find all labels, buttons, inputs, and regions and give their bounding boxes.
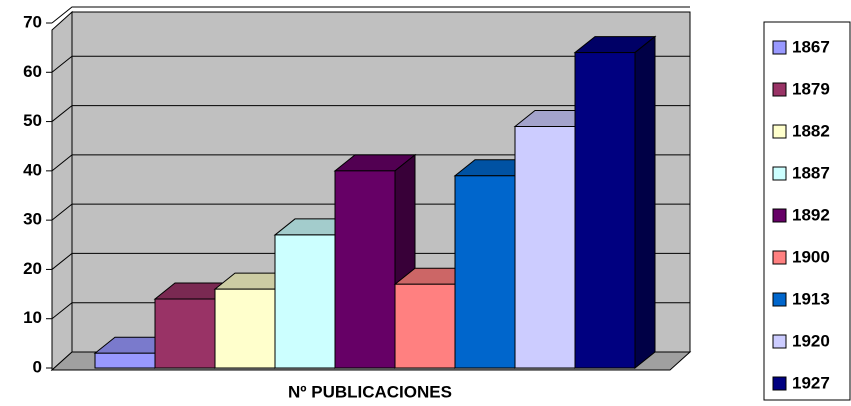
legend-swatch — [772, 208, 787, 223]
legend-swatch — [772, 166, 787, 181]
bar — [394, 283, 456, 369]
legend-label: 1892 — [792, 205, 830, 224]
legend-label: 1900 — [792, 247, 830, 266]
bar-side — [634, 35, 656, 370]
legend-swatch — [772, 292, 787, 307]
y-tick-label: 10 — [23, 308, 42, 327]
legend-swatch — [772, 250, 787, 265]
grid-line — [51, 105, 690, 122]
legend-swatch — [772, 376, 787, 391]
bar — [154, 298, 216, 369]
legend-label: 1879 — [792, 79, 830, 98]
y-tick-label: 50 — [23, 111, 42, 130]
y-tick-label: 30 — [23, 210, 42, 229]
bar — [214, 288, 276, 369]
legend-label: 1887 — [792, 163, 830, 182]
y-tick-label: 0 — [33, 357, 42, 376]
legend-swatch — [772, 82, 787, 97]
legend-swatch — [772, 40, 787, 55]
bar — [274, 234, 336, 369]
legend-label: 1882 — [792, 121, 830, 140]
bar — [94, 352, 156, 369]
grid-line — [51, 6, 690, 24]
y-tick-label: 60 — [23, 62, 42, 81]
bar — [334, 170, 396, 369]
grid-line — [51, 154, 690, 172]
legend-label: 1913 — [792, 289, 830, 308]
y-tick-label: 70 — [23, 12, 42, 31]
bar — [514, 126, 576, 369]
legend-swatch — [772, 124, 787, 139]
bar — [454, 175, 516, 369]
x-tick-label: Nº PUBLICACIONES — [288, 382, 452, 401]
y-tick-label: 20 — [23, 259, 42, 278]
legend-label: 1920 — [792, 331, 830, 350]
legend-label: 1927 — [792, 373, 830, 392]
legend-label: 1867 — [792, 37, 830, 56]
y-tick-label: 40 — [23, 160, 42, 179]
legend-swatch — [772, 334, 787, 349]
grid-line — [51, 55, 690, 73]
bar — [574, 52, 636, 369]
